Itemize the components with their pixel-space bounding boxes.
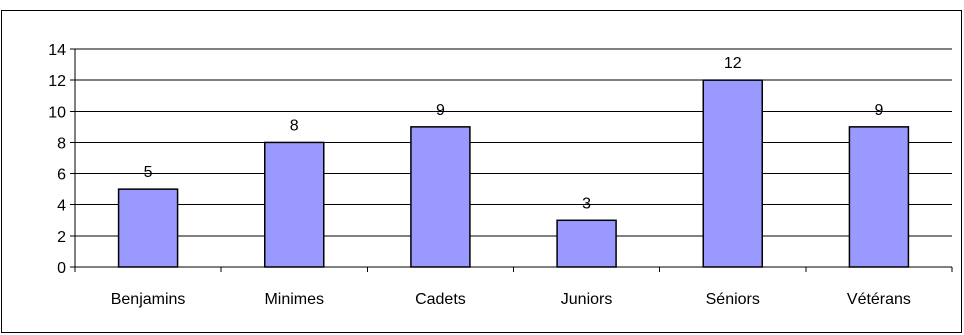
data-label: 9 bbox=[874, 102, 883, 119]
gridlines bbox=[75, 48, 952, 237]
data-label: 3 bbox=[582, 195, 591, 212]
bar-juniors bbox=[556, 219, 617, 268]
data-label: 12 bbox=[724, 55, 742, 72]
bar-minimes bbox=[264, 141, 325, 268]
chart-frame bbox=[1, 10, 962, 333]
y-tick-label: 12 bbox=[48, 73, 66, 90]
data-label: 9 bbox=[436, 102, 445, 119]
bar-seniors bbox=[702, 79, 763, 268]
x-category-label: Benjamins bbox=[111, 291, 186, 308]
bar-veterans bbox=[848, 126, 910, 268]
y-tick-label: 14 bbox=[48, 42, 66, 59]
labels: 0 2 4 6 8 10 12 14 5 Benjamins 8 Minimes 9 Cadets 3 Jun… bbox=[48, 42, 911, 308]
data-label: 5 bbox=[144, 164, 153, 181]
y-tick-label: 10 bbox=[48, 104, 66, 121]
y-tick-label: 4 bbox=[57, 198, 66, 215]
x-category-label: Cadets bbox=[415, 291, 466, 308]
x-category-label: Juniors bbox=[561, 291, 613, 308]
axes bbox=[70, 48, 953, 272]
x-category-label: Minimes bbox=[264, 291, 324, 308]
x-category-label: Vétérans bbox=[847, 291, 911, 308]
data-label: 8 bbox=[290, 117, 299, 134]
bar-cadets bbox=[410, 126, 471, 268]
y-tick-label: 8 bbox=[57, 135, 66, 152]
y-tick-label: 6 bbox=[57, 167, 66, 184]
y-tick-label: 2 bbox=[57, 229, 66, 246]
y-tick-label: 0 bbox=[57, 260, 66, 277]
x-category-label: Séniors bbox=[706, 291, 760, 308]
bars bbox=[117, 79, 910, 268]
bar-benjamins bbox=[117, 188, 179, 268]
